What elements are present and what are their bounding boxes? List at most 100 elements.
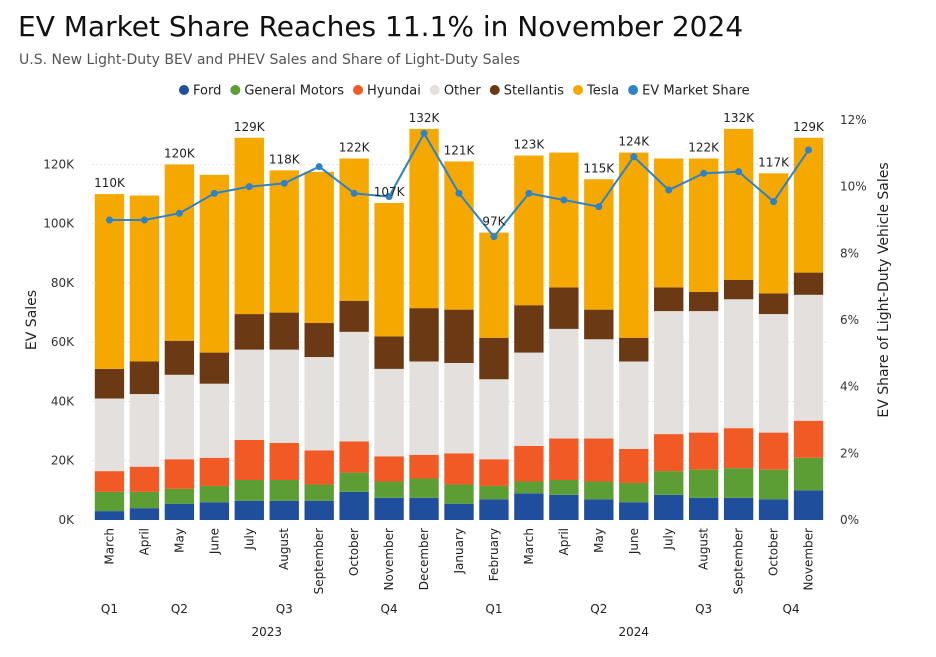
bar-segment-other	[269, 349, 299, 443]
bar-segment-hyundai	[723, 428, 754, 469]
quarter-label: Q2	[590, 602, 607, 616]
bar-segment-general-motors	[94, 491, 125, 512]
x-tick-label: December	[417, 528, 431, 590]
bar-segment-stellantis	[304, 322, 334, 358]
legend-item-ford: Ford	[179, 84, 221, 99]
bar-segment-hyundai	[164, 459, 195, 489]
y2-tick-label: 4%	[840, 380, 859, 394]
bar-segment-hyundai	[444, 453, 474, 485]
bar-segment-hyundai	[688, 432, 719, 470]
quarter-label: Q1	[101, 602, 118, 616]
bar-segment-hyundai	[304, 450, 334, 485]
y-axis-title: EV Sales	[24, 290, 40, 350]
bar-segment-other	[758, 314, 789, 433]
legend-marker-other	[429, 85, 440, 95]
total-label: 115K	[583, 161, 615, 175]
total-label: 132K	[723, 111, 755, 125]
bar-segment-general-motors	[654, 471, 684, 495]
quarter-label: Q2	[171, 602, 188, 616]
bar-segment-tesla	[793, 137, 824, 273]
labels: 110K 120K 129K 118K 122K 107K 132K 121K 97K 123K 1…	[94, 111, 825, 229]
legend-item-other: Other	[429, 84, 481, 99]
bar-segment-other	[234, 349, 264, 440]
legend: Ford General Motors Hyundai Other Stellantis…	[179, 84, 750, 99]
legend-marker-hyundai	[353, 85, 364, 95]
bar-segment-stellantis	[654, 287, 684, 312]
bar-segment-other	[199, 383, 230, 458]
x-tick-label: May	[592, 528, 606, 553]
bar-segment-tesla	[409, 128, 439, 309]
x-tick-label: May	[172, 528, 186, 553]
market-share-point	[525, 189, 533, 197]
x-tick-label: September	[312, 528, 326, 594]
bar-segment-ford	[129, 508, 160, 520]
bar-segment-other	[94, 398, 125, 472]
market-share-line	[105, 129, 813, 241]
y-tick-label: 20K	[51, 454, 75, 468]
bar-segment-other	[654, 311, 684, 435]
bar-segment-tesla	[374, 202, 404, 337]
bar-segment-general-motors	[723, 468, 754, 498]
market-share-point	[665, 186, 673, 194]
legend-marker-ford	[179, 85, 189, 95]
bar-segment-ford	[269, 500, 299, 520]
bar-segment-tesla	[654, 158, 684, 288]
total-label: 110K	[94, 176, 126, 190]
bar-segment-hyundai	[584, 438, 614, 482]
bar-segment-general-motors	[619, 482, 649, 503]
market-share-point	[735, 168, 743, 176]
legend-item-tesla: Tesla	[573, 84, 619, 99]
bar-segment-stellantis	[514, 305, 544, 353]
bar-segment-stellantis	[479, 337, 509, 380]
total-label: 122K	[339, 141, 371, 155]
bar-segment-hyundai	[269, 442, 299, 480]
bar-segment-stellantis	[164, 340, 195, 375]
x-tick-label: April	[557, 528, 571, 555]
bar-segment-hyundai	[374, 456, 404, 482]
bar-segment-ford	[339, 491, 369, 520]
bar-segment-stellantis	[129, 361, 160, 395]
market-share-point	[700, 169, 708, 177]
market-share-point	[175, 209, 183, 217]
bar-segment-hyundai	[94, 471, 125, 492]
x-tick-label: January	[452, 528, 466, 575]
x-tick-label: August	[697, 528, 711, 570]
quarter-label: Q4	[381, 602, 398, 616]
y-tick-label: 100K	[43, 217, 75, 231]
bar-segment-general-motors	[339, 472, 369, 492]
legend-marker-general-motors	[230, 85, 241, 95]
market-share-point	[245, 183, 253, 191]
bar-segment-other	[444, 362, 474, 454]
bar-segment-other	[514, 352, 544, 446]
bar-segment-hyundai	[549, 438, 579, 480]
bar-segment-tesla	[199, 174, 230, 353]
bar-segment-stellantis	[94, 368, 125, 399]
market-share-point	[490, 233, 498, 241]
bar-segment-general-motors	[793, 457, 824, 491]
bar-segment-stellantis	[688, 291, 719, 312]
bar-segment-hyundai	[129, 466, 160, 492]
bar-segment-other	[479, 379, 509, 460]
bar-segment-tesla	[723, 128, 754, 280]
bar-segment-stellantis	[234, 314, 264, 350]
bar-segment-hyundai	[654, 434, 684, 472]
bar-segment-ford	[793, 490, 824, 520]
bar-segment-general-motors	[688, 469, 719, 498]
bar-segment-tesla	[304, 171, 334, 323]
bar-segment-ford	[758, 499, 789, 520]
market-share-point	[420, 129, 428, 137]
market-share-point	[140, 216, 148, 224]
bar-segment-stellantis	[549, 287, 579, 329]
y2-tick-label: 6%	[840, 313, 859, 327]
legend-item-ev-market-share: EV Market Share	[628, 84, 750, 99]
bar-segment-stellantis	[409, 308, 439, 362]
bar-segment-other	[409, 361, 439, 455]
y2-tick-label: 12%	[840, 113, 867, 127]
total-label: 121K	[444, 143, 476, 157]
quarter-label: Q3	[276, 602, 293, 616]
bar-segment-other	[304, 357, 334, 451]
bar-segment-stellantis	[199, 352, 230, 384]
x-tick-label: November	[802, 528, 816, 590]
y2-tick-label: 8%	[840, 246, 859, 260]
market-share-point	[455, 189, 463, 197]
